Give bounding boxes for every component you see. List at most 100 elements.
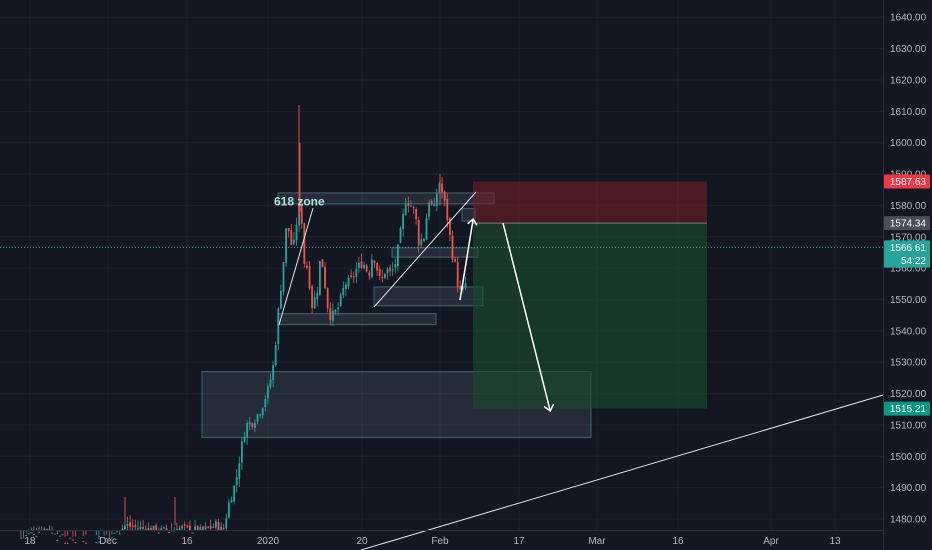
take-profit-zone[interactable] bbox=[473, 223, 707, 409]
candle-down bbox=[48, 529, 51, 531]
candle-up bbox=[113, 532, 116, 534]
candle-down bbox=[157, 532, 160, 534]
candle-up bbox=[35, 535, 38, 537]
candle-up bbox=[274, 344, 277, 366]
candle-up bbox=[98, 541, 100, 543]
candle-up bbox=[404, 204, 407, 215]
candle-down bbox=[155, 525, 157, 530]
candle-down bbox=[306, 265, 308, 268]
x-tick-label: Mar bbox=[588, 536, 606, 547]
candle-up bbox=[319, 261, 321, 295]
candle-up bbox=[118, 533, 121, 535]
candle-down bbox=[108, 538, 111, 540]
candle-down bbox=[150, 527, 152, 530]
candle-up bbox=[220, 526, 222, 530]
candle-up bbox=[241, 441, 243, 463]
candle-up bbox=[191, 532, 194, 534]
candle-down bbox=[412, 206, 415, 208]
candle-down bbox=[415, 209, 417, 220]
candle-down bbox=[449, 218, 451, 235]
candle-up bbox=[386, 268, 389, 274]
candle-down bbox=[456, 262, 459, 287]
candle-up bbox=[160, 528, 163, 530]
candle-up bbox=[277, 308, 280, 345]
candle-down bbox=[308, 265, 311, 289]
x-tick-label: 17 bbox=[513, 536, 525, 547]
candle-up bbox=[228, 502, 230, 518]
candle-up bbox=[339, 294, 342, 306]
trendline-long[interactable] bbox=[360, 394, 884, 550]
candle-down bbox=[454, 259, 456, 262]
y-tick-label: 1520.00 bbox=[890, 389, 927, 400]
time-axis[interactable]: 18 Dec 16 2020 20 Feb 17 Mar 16 Apr 13 bbox=[24, 536, 841, 547]
candle-up bbox=[178, 528, 181, 530]
candle-up bbox=[194, 526, 196, 530]
candle-down bbox=[183, 524, 186, 526]
candle-up bbox=[282, 262, 285, 292]
price-tag-label: 1574.34 bbox=[890, 219, 927, 230]
candle-down bbox=[300, 204, 303, 224]
candle-up bbox=[384, 273, 386, 279]
arrow-up[interactable] bbox=[459, 220, 473, 301]
candle-down bbox=[360, 261, 363, 268]
trendline-left[interactable] bbox=[278, 207, 314, 326]
candle-up bbox=[59, 535, 61, 537]
trendline-wedge[interactable] bbox=[373, 191, 477, 308]
candle-up bbox=[163, 527, 165, 529]
candle-up bbox=[51, 532, 53, 534]
zone-low[interactable] bbox=[277, 313, 437, 326]
candle-up bbox=[38, 531, 40, 533]
candle-down bbox=[303, 223, 306, 265]
candle-up bbox=[423, 238, 425, 241]
candle-up bbox=[358, 262, 360, 268]
candle-up bbox=[139, 526, 142, 529]
candlesticks bbox=[20, 105, 467, 544]
candle-up bbox=[425, 218, 428, 240]
x-tick-label: 18 bbox=[24, 536, 36, 547]
price-tag-label: 54:22 bbox=[901, 256, 926, 267]
zone-feb-support[interactable] bbox=[373, 286, 484, 307]
candle-down bbox=[451, 235, 454, 260]
zone-right-mid[interactable] bbox=[391, 247, 479, 258]
price-tag bbox=[884, 401, 930, 416]
price-tag bbox=[884, 240, 930, 255]
candle-up bbox=[402, 213, 404, 230]
x-tick-label: Dec bbox=[99, 536, 117, 547]
candle-down bbox=[134, 524, 137, 527]
candle-up bbox=[215, 521, 217, 528]
candle-down bbox=[352, 276, 355, 278]
stop-loss-zone[interactable] bbox=[473, 181, 707, 224]
price-tag bbox=[884, 174, 930, 189]
y-tick-label: 1560.00 bbox=[890, 264, 927, 275]
arrow-down[interactable] bbox=[502, 222, 550, 410]
candle-down bbox=[116, 531, 118, 533]
candle-up bbox=[168, 531, 170, 533]
candle-down bbox=[407, 203, 410, 206]
candle-up bbox=[410, 205, 412, 207]
y-tick-label: 1600.00 bbox=[890, 138, 927, 149]
candle-down bbox=[381, 277, 384, 279]
candle-up bbox=[111, 537, 113, 539]
trendline-drawings[interactable] bbox=[278, 191, 884, 550]
short-position-tool[interactable] bbox=[0, 181, 883, 409]
candle-up bbox=[420, 239, 423, 246]
candle-down bbox=[373, 260, 376, 264]
candle-down bbox=[202, 526, 204, 530]
candle-up bbox=[181, 526, 183, 529]
candle-up bbox=[438, 183, 441, 193]
candle-down bbox=[287, 228, 290, 232]
candle-up bbox=[243, 436, 246, 443]
candle-down bbox=[82, 540, 85, 542]
y-tick-label: 1570.00 bbox=[890, 232, 927, 243]
candle-up bbox=[394, 264, 397, 268]
candle-up bbox=[267, 386, 269, 399]
candle-up bbox=[126, 524, 129, 526]
candle-up bbox=[137, 528, 139, 530]
candle-up bbox=[428, 202, 430, 217]
candle-down bbox=[165, 528, 168, 530]
candle-down bbox=[365, 265, 368, 272]
candle-down bbox=[209, 525, 212, 529]
candle-up bbox=[121, 528, 124, 530]
candle-up bbox=[147, 527, 150, 530]
